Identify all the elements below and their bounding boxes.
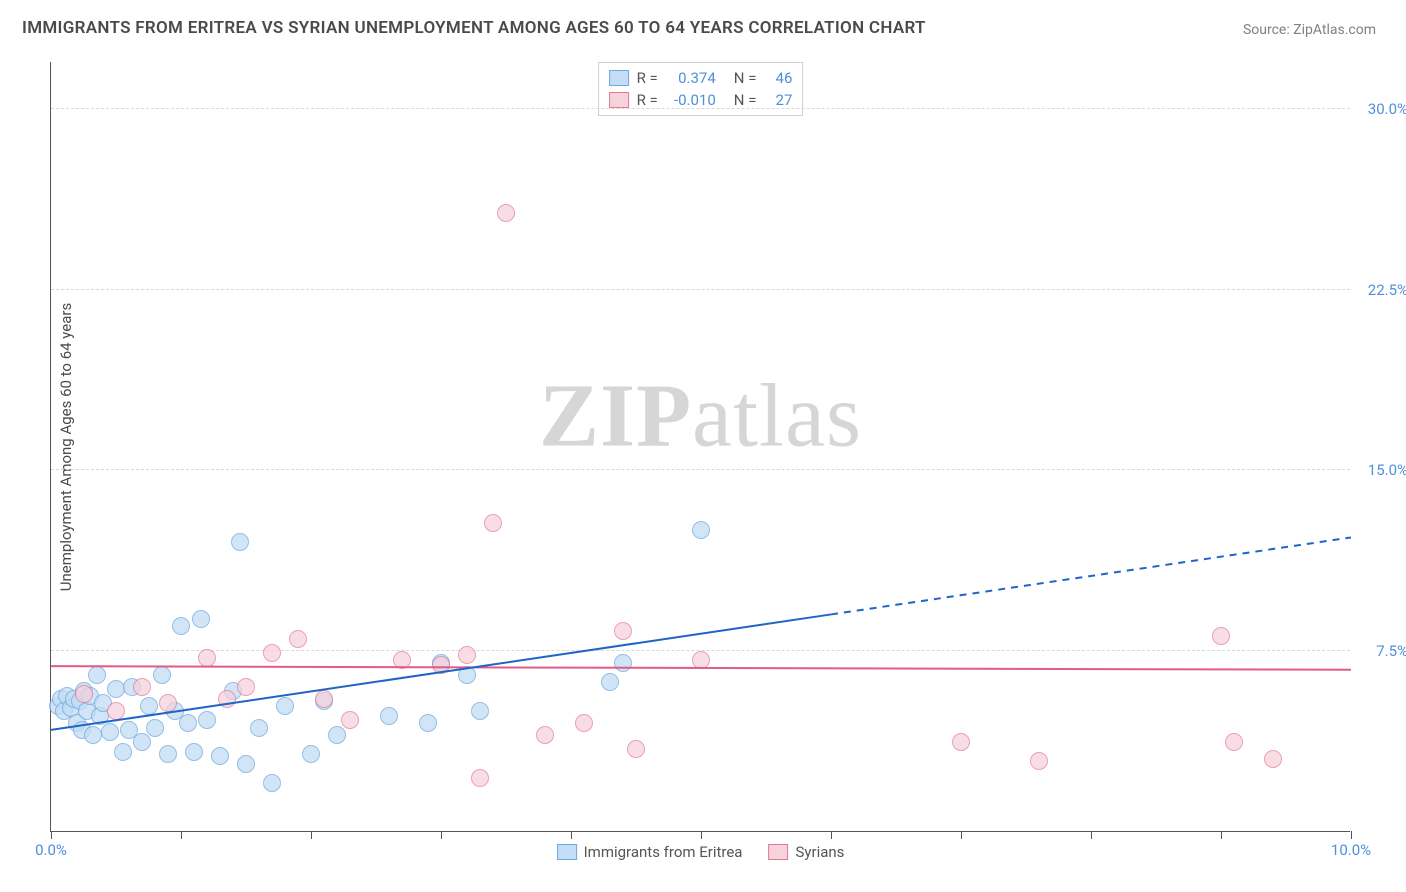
x-tick [831,831,832,839]
x-tick [571,831,572,839]
y-tick-label: 22.5% [1358,281,1406,299]
legend-item: Immigrants from Eritrea [557,843,743,861]
bottom-legend: Immigrants from Eritrea Syrians [557,843,845,861]
x-tick-label: 10.0% [1331,841,1371,859]
x-tick [311,831,312,839]
x-tick-label: 0.0% [35,841,67,859]
x-tick [1091,831,1092,839]
x-tick [441,831,442,839]
legend-label: Syrians [795,843,844,861]
legend-swatch [768,844,788,860]
legend-swatch [557,844,577,860]
x-tick [701,831,702,839]
x-tick [51,831,52,839]
x-tick [181,831,182,839]
legend-item: Syrians [768,843,844,861]
x-tick [1221,831,1222,839]
y-tick-label: 7.5% [1358,642,1406,660]
y-tick-label: 15.0% [1358,461,1406,479]
legend-label: Immigrants from Eritrea [584,843,743,861]
x-tick [1351,831,1352,839]
x-tick [961,831,962,839]
chart-title: IMMIGRANTS FROM ERITREA VS SYRIAN UNEMPL… [22,18,926,38]
trend-line [51,61,1351,831]
source-label: Source: ZipAtlas.com [1243,22,1376,38]
plot-area: ZIPatlas Unemployment Among Ages 60 to 6… [50,62,1350,832]
y-tick-label: 30.0% [1358,100,1406,118]
